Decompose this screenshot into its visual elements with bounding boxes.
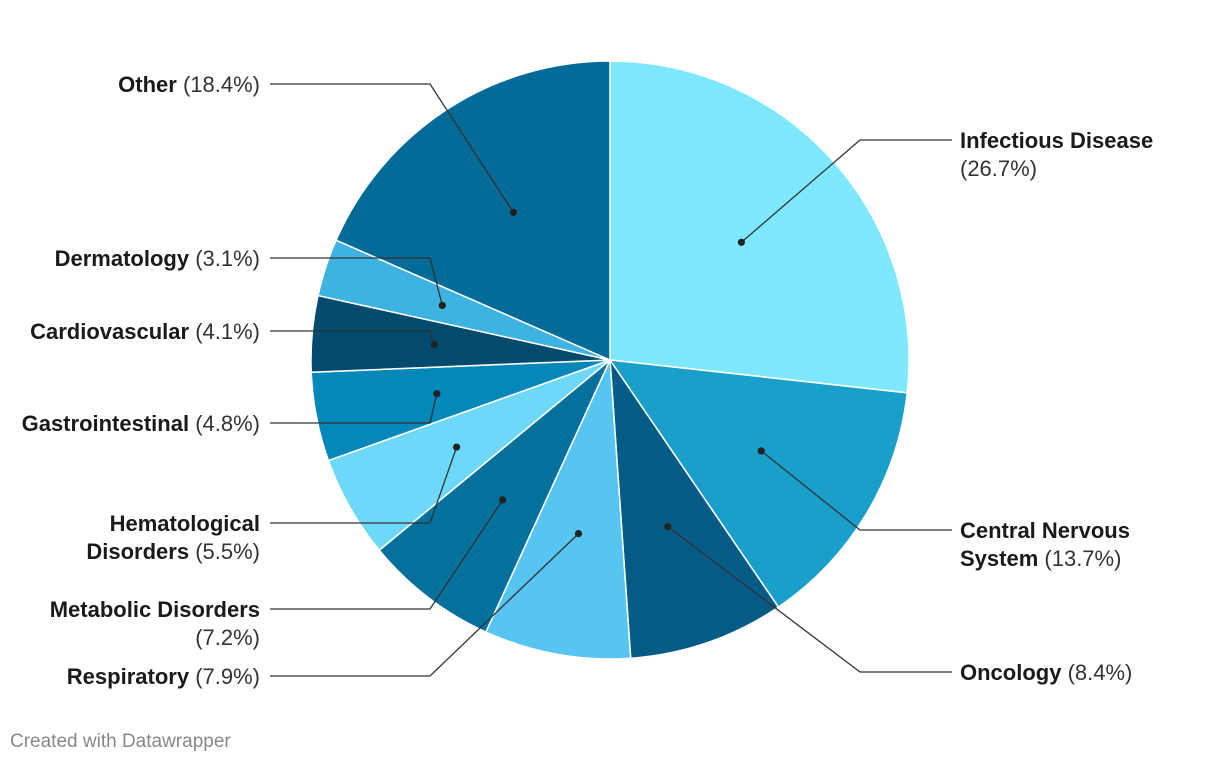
slice-label-metabolic-disorders: Metabolic Disorders (7.2%) [50,597,260,650]
slice-label-other: Other (18.4%) [118,72,260,97]
leader-dot-respiratory [574,530,583,538]
pie-slice-oncology[interactable] [609,359,780,660]
leader-dot-metabolic-disorders [499,496,507,504]
leader-dot-other [509,208,517,216]
pie-slices [310,60,910,660]
leader-line-dermatology [270,257,443,306]
leader-dot-central-nervous-system [757,447,765,455]
leader-line-oncology [667,526,952,673]
slice-label-hematological-disorders: Hematological Disorders (5.5%) [86,511,260,564]
leader-line-other [270,83,514,213]
slice-label-infectious-disease: Infectious Disease (26.7%) [960,128,1153,181]
leader-dot-cardiovascular [430,340,438,349]
leader-dot-oncology [664,523,672,531]
slice-label-oncology: Oncology (8.4%) [960,660,1132,685]
pie-chart-svg: Infectious Disease (26.7%) Central Nervous… [22,60,1154,689]
leader-dot-dermatology [438,301,446,309]
leader-line-infectious-disease [740,139,952,243]
label-lines [270,83,952,677]
pie-slice-respiratory[interactable] [485,359,632,660]
slice-label-dermatology: Dermatology (3.1%) [55,246,260,271]
credit-text: Created with Datawrapper [10,731,231,752]
leader-dot-infectious-disease [737,238,746,246]
slice-label-gastrointestinal: Gastrointestinal (4.8%) [22,411,260,436]
pie-slice-central-nervous-system[interactable] [609,359,908,608]
slice-label-central-nervous-system: Central Nervous System (13.7%) [960,518,1130,571]
leader-line-cardiovascular [270,330,435,345]
leader-dot-gastrointestinal [433,390,441,398]
leader-line-gastrointestinal [270,393,438,424]
leader-line-respiratory [270,533,579,677]
leader-dot-hematological-disorders [453,443,461,451]
leader-line-central-nervous-system [760,450,952,531]
leader-line-hematological-disorders [270,446,458,524]
slice-label-respiratory: Respiratory (7.9%) [67,664,260,689]
slice-label-cardiovascular: Cardiovascular (4.1%) [30,319,260,344]
leader-line-metabolic-disorders [270,499,504,610]
slice-labels: Infectious Disease (26.7%) Central Nervous… [22,72,1154,689]
pie-slice-metabolic-disorders[interactable] [378,359,611,633]
